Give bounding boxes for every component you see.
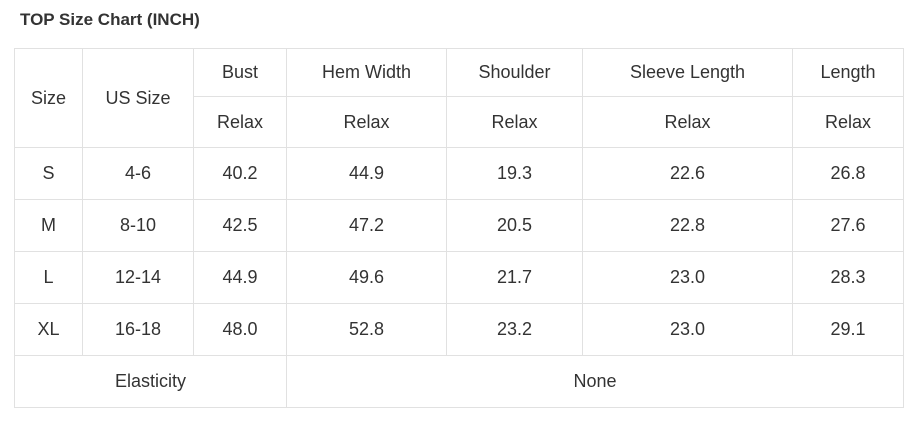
size-chart-table: Size US Size Bust Hem Width Shoulder Sle… xyxy=(14,48,904,408)
page-title: TOP Size Chart (INCH) xyxy=(20,10,200,29)
elasticity-label-cell: Elasticity xyxy=(14,355,287,408)
header-row-measures: Size US Size Bust Hem Width Shoulder Sle… xyxy=(14,48,904,148)
sleeve-length-cell: 22.8 xyxy=(582,199,793,252)
bust-cell: 42.5 xyxy=(193,199,287,252)
us-size-cell: 4-6 xyxy=(82,147,194,200)
sleeve-length-cell: 22.6 xyxy=(582,147,793,200)
size-row-s: S 4-6 40.2 44.9 19.3 22.6 26.8 xyxy=(14,147,904,200)
header-us-size: US Size xyxy=(82,48,194,148)
header-length: Length xyxy=(792,48,904,97)
elasticity-row: Elasticity None xyxy=(14,355,904,408)
size-cell: L xyxy=(14,251,83,304)
size-cell: XL xyxy=(14,303,83,356)
size-cell: S xyxy=(14,147,83,200)
shoulder-cell: 23.2 xyxy=(446,303,583,356)
sleeve-length-cell: 23.0 xyxy=(582,303,793,356)
shoulder-cell: 21.7 xyxy=(446,251,583,304)
hem-width-cell: 52.8 xyxy=(286,303,447,356)
header-bust: Bust xyxy=(193,48,287,97)
header-shoulder: Shoulder xyxy=(446,48,583,97)
shoulder-cell: 19.3 xyxy=(446,147,583,200)
hem-width-cell: 49.6 xyxy=(286,251,447,304)
shoulder-cell: 20.5 xyxy=(446,199,583,252)
fit-cell-hem-width: Relax xyxy=(286,96,447,148)
size-row-l: L 12-14 44.9 49.6 21.7 23.0 28.3 xyxy=(14,251,904,304)
size-cell: M xyxy=(14,199,83,252)
fit-cell-length: Relax xyxy=(792,96,904,148)
header-hem-width: Hem Width xyxy=(286,48,447,97)
header-sleeve-length: Sleeve Length xyxy=(582,48,793,97)
size-row-xl: XL 16-18 48.0 52.8 23.2 23.0 29.1 xyxy=(14,303,904,356)
us-size-cell: 16-18 xyxy=(82,303,194,356)
fit-cell-sleeve-length: Relax xyxy=(582,96,793,148)
elasticity-value-cell: None xyxy=(286,355,904,408)
length-cell: 28.3 xyxy=(792,251,904,304)
us-size-cell: 8-10 xyxy=(82,199,194,252)
length-cell: 26.8 xyxy=(792,147,904,200)
hem-width-cell: 47.2 xyxy=(286,199,447,252)
bust-cell: 40.2 xyxy=(193,147,287,200)
header-row-fit: Relax Relax Relax Relax Relax xyxy=(15,96,904,148)
length-cell: 29.1 xyxy=(792,303,904,356)
header-size: Size xyxy=(14,48,83,148)
bust-cell: 48.0 xyxy=(193,303,287,356)
sleeve-length-cell: 23.0 xyxy=(582,251,793,304)
fit-cell-bust: Relax xyxy=(193,96,287,148)
length-cell: 27.6 xyxy=(792,199,904,252)
fit-cell-shoulder: Relax xyxy=(446,96,583,148)
bust-cell: 44.9 xyxy=(193,251,287,304)
size-row-m: M 8-10 42.5 47.2 20.5 22.8 27.6 xyxy=(14,199,904,252)
us-size-cell: 12-14 xyxy=(82,251,194,304)
hem-width-cell: 44.9 xyxy=(286,147,447,200)
